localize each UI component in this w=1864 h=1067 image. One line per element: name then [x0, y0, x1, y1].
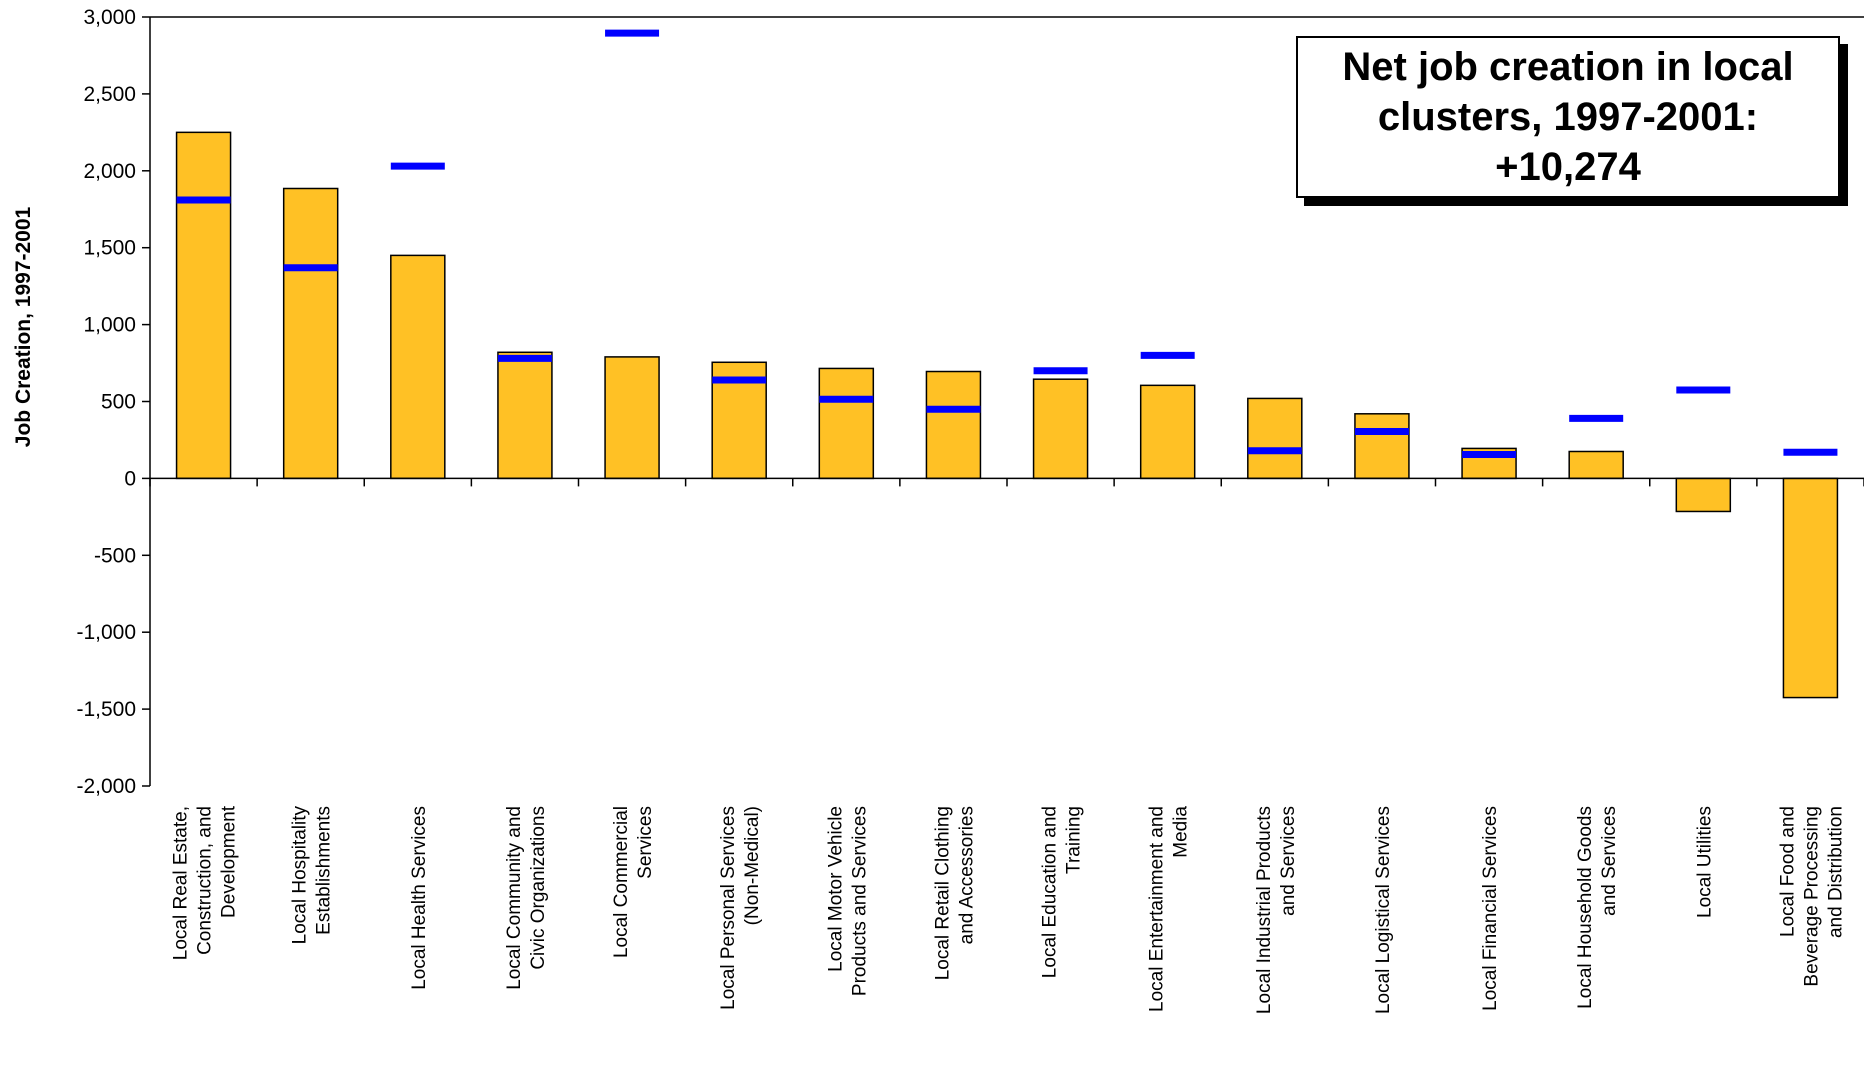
category-label-line: Local Commercial: [611, 806, 632, 958]
category-label-line: Beverage Processing: [1801, 806, 1822, 987]
bar: [1568, 450, 1624, 480]
category-label-line: Local Community and: [504, 806, 525, 990]
y-tick-labels: 3,000 2,500 2,000 1,500 1,000 500 0 -500 -1,000 -…: [76, 6, 136, 798]
category-label: Local Household Goods and Services: [1575, 806, 1620, 1009]
category-label-line: Local Hospitality: [290, 806, 311, 945]
bar: [497, 351, 553, 480]
category-label: Local Entertainment and Media: [1147, 806, 1192, 1012]
y-tick-label: 3,000: [83, 6, 136, 29]
category-label: Local Education and Training: [1040, 806, 1085, 978]
category-label-line: and Services: [1278, 806, 1299, 916]
chart-title: Net job creation in local clusters, 1997…: [1342, 45, 1794, 189]
category-label: Local Industrial Products and Services: [1254, 806, 1299, 1014]
category-label: Local Food and Beverage Processing and Dis…: [1777, 806, 1846, 987]
category-label-line: Local Industrial Products: [1254, 806, 1275, 1014]
chart-title-box: Net job creation in local clusters, 1997…: [1296, 36, 1840, 198]
category-label-line: Local Health Services: [409, 806, 430, 990]
bar: [1032, 378, 1089, 480]
category-label-line: Local Financial Services: [1480, 806, 1501, 1011]
category-label-line: and Services: [1599, 806, 1620, 916]
category-label-line: and Distribution: [1825, 806, 1846, 938]
category-label-line: and Accessories: [956, 806, 977, 944]
category-label-line: Local Household Goods: [1575, 806, 1596, 1009]
category-label: Local Utilities: [1694, 806, 1715, 918]
y-tick-label: 1,000: [83, 314, 136, 337]
category-label: Local Health Services: [409, 806, 430, 990]
category-label: Local Real Estate, Construction, and Devel…: [171, 805, 240, 960]
y-tick-label: 500: [101, 391, 136, 414]
bar: [1675, 477, 1732, 513]
category-label-line: Local Retail Clothing: [932, 806, 953, 980]
bar: [1354, 413, 1410, 480]
bar: [818, 367, 875, 480]
category-label-line: Products and Services: [849, 806, 870, 996]
axes-layer: [142, 16, 1864, 787]
category-label: Local Hospitality Establishments: [290, 806, 335, 945]
bar: [1247, 397, 1303, 480]
bar: [604, 356, 660, 480]
category-label: Local Community and Civic Organizations: [504, 806, 549, 990]
category-label-line: Local Logistical Services: [1373, 806, 1394, 1014]
category-label-line: Establishments: [314, 806, 335, 935]
markers-layer: [176, 29, 1838, 459]
y-tick-label: 1,500: [83, 237, 136, 260]
category-label-line: Services: [635, 806, 656, 879]
category-label-line: Local Personal Services: [718, 806, 739, 1010]
category-label: Local Logistical Services: [1373, 806, 1394, 1014]
category-label-line: Training: [1064, 806, 1085, 874]
y-tick-label: 0: [124, 467, 136, 490]
category-labels: Local Real Estate, Construction, and Devel…: [171, 805, 1847, 1014]
y-tick-label: -2,000: [76, 775, 136, 798]
category-label-line: Local Real Estate,: [171, 806, 192, 960]
category-label-line: Local Food and: [1777, 806, 1798, 937]
category-label: Local Retail Clothing and Accessories: [932, 806, 977, 980]
category-label-line: (Non-Medical): [742, 806, 763, 925]
bar: [925, 370, 982, 480]
y-tick-label: 2,000: [83, 160, 136, 183]
category-label-line: Construction, and: [195, 806, 216, 955]
y-axis-label: Job Creation, 1997-2001: [12, 206, 35, 447]
y-tick-label: 2,500: [83, 83, 136, 106]
y-tick-label: -1,000: [76, 621, 136, 644]
category-label-line: Local Motor Vehicle: [825, 806, 846, 972]
category-label-line: Local Utilities: [1694, 806, 1715, 918]
bar: [175, 131, 232, 480]
category-label: Local Financial Services: [1480, 806, 1501, 1011]
category-label-line: Media: [1171, 806, 1192, 858]
category-label-line: Civic Organizations: [528, 806, 549, 970]
bar: [282, 187, 339, 480]
bar: [390, 254, 446, 480]
category-label: Local Personal Services (Non-Medical): [718, 806, 763, 1010]
y-tick-label: -500: [94, 544, 136, 567]
category-label: Local Motor Vehicle Products and Services: [825, 806, 870, 996]
bar: [1782, 477, 1839, 699]
category-label-line: Local Entertainment and: [1147, 806, 1168, 1012]
bar: [1139, 384, 1196, 480]
y-tick-label: -1,500: [76, 698, 136, 721]
category-label-line: Local Education and: [1040, 806, 1061, 978]
category-label-line: Development: [219, 805, 240, 918]
category-label: Local Commercial Services: [611, 806, 656, 958]
